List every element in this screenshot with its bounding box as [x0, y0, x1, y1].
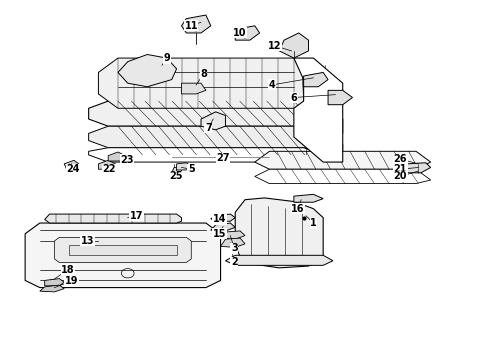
- Polygon shape: [304, 72, 328, 87]
- Text: 15: 15: [213, 229, 226, 239]
- Text: 7: 7: [205, 123, 212, 133]
- Text: 14: 14: [213, 215, 226, 224]
- Polygon shape: [211, 223, 235, 231]
- Text: 2: 2: [231, 257, 238, 267]
- Polygon shape: [220, 231, 245, 239]
- Polygon shape: [171, 167, 181, 176]
- Polygon shape: [235, 26, 260, 40]
- Text: 17: 17: [130, 211, 143, 221]
- Text: 16: 16: [291, 204, 304, 214]
- Text: 4: 4: [269, 80, 275, 90]
- Polygon shape: [255, 151, 431, 169]
- Text: 23: 23: [120, 155, 133, 165]
- Polygon shape: [89, 148, 343, 169]
- Text: 21: 21: [393, 164, 407, 174]
- Polygon shape: [98, 160, 116, 169]
- Polygon shape: [211, 214, 235, 221]
- Polygon shape: [328, 90, 352, 105]
- Polygon shape: [89, 126, 343, 155]
- Text: 24: 24: [66, 164, 80, 174]
- Polygon shape: [220, 238, 245, 247]
- Polygon shape: [108, 152, 125, 161]
- Text: 3: 3: [231, 243, 238, 253]
- Polygon shape: [176, 163, 191, 170]
- Text: 18: 18: [61, 265, 75, 275]
- Polygon shape: [225, 255, 333, 265]
- Text: 5: 5: [188, 164, 195, 174]
- Polygon shape: [294, 194, 323, 202]
- Text: 11: 11: [185, 21, 198, 31]
- Text: 27: 27: [216, 153, 230, 163]
- Polygon shape: [45, 214, 181, 223]
- Polygon shape: [54, 237, 191, 262]
- Text: 13: 13: [81, 236, 95, 246]
- Text: 20: 20: [393, 171, 407, 181]
- Text: 12: 12: [268, 41, 281, 50]
- Polygon shape: [235, 198, 323, 268]
- Polygon shape: [64, 160, 79, 169]
- Text: 26: 26: [393, 154, 407, 164]
- Polygon shape: [279, 33, 309, 58]
- Polygon shape: [69, 244, 176, 255]
- Polygon shape: [255, 169, 431, 184]
- Polygon shape: [25, 223, 221, 288]
- Text: 10: 10: [233, 28, 247, 38]
- Text: 25: 25: [169, 171, 182, 181]
- Polygon shape: [181, 83, 206, 94]
- Text: 1: 1: [310, 218, 317, 228]
- Polygon shape: [45, 279, 64, 286]
- Text: 19: 19: [65, 276, 78, 286]
- Polygon shape: [406, 163, 431, 173]
- Polygon shape: [98, 58, 323, 108]
- Polygon shape: [89, 101, 343, 134]
- Polygon shape: [40, 285, 64, 292]
- Polygon shape: [201, 112, 225, 130]
- Circle shape: [124, 245, 132, 251]
- Text: 6: 6: [291, 93, 297, 103]
- Polygon shape: [294, 58, 343, 162]
- Polygon shape: [118, 54, 176, 87]
- Text: 22: 22: [102, 164, 116, 174]
- Text: 9: 9: [164, 53, 170, 63]
- Polygon shape: [181, 15, 211, 33]
- Text: 8: 8: [200, 69, 207, 79]
